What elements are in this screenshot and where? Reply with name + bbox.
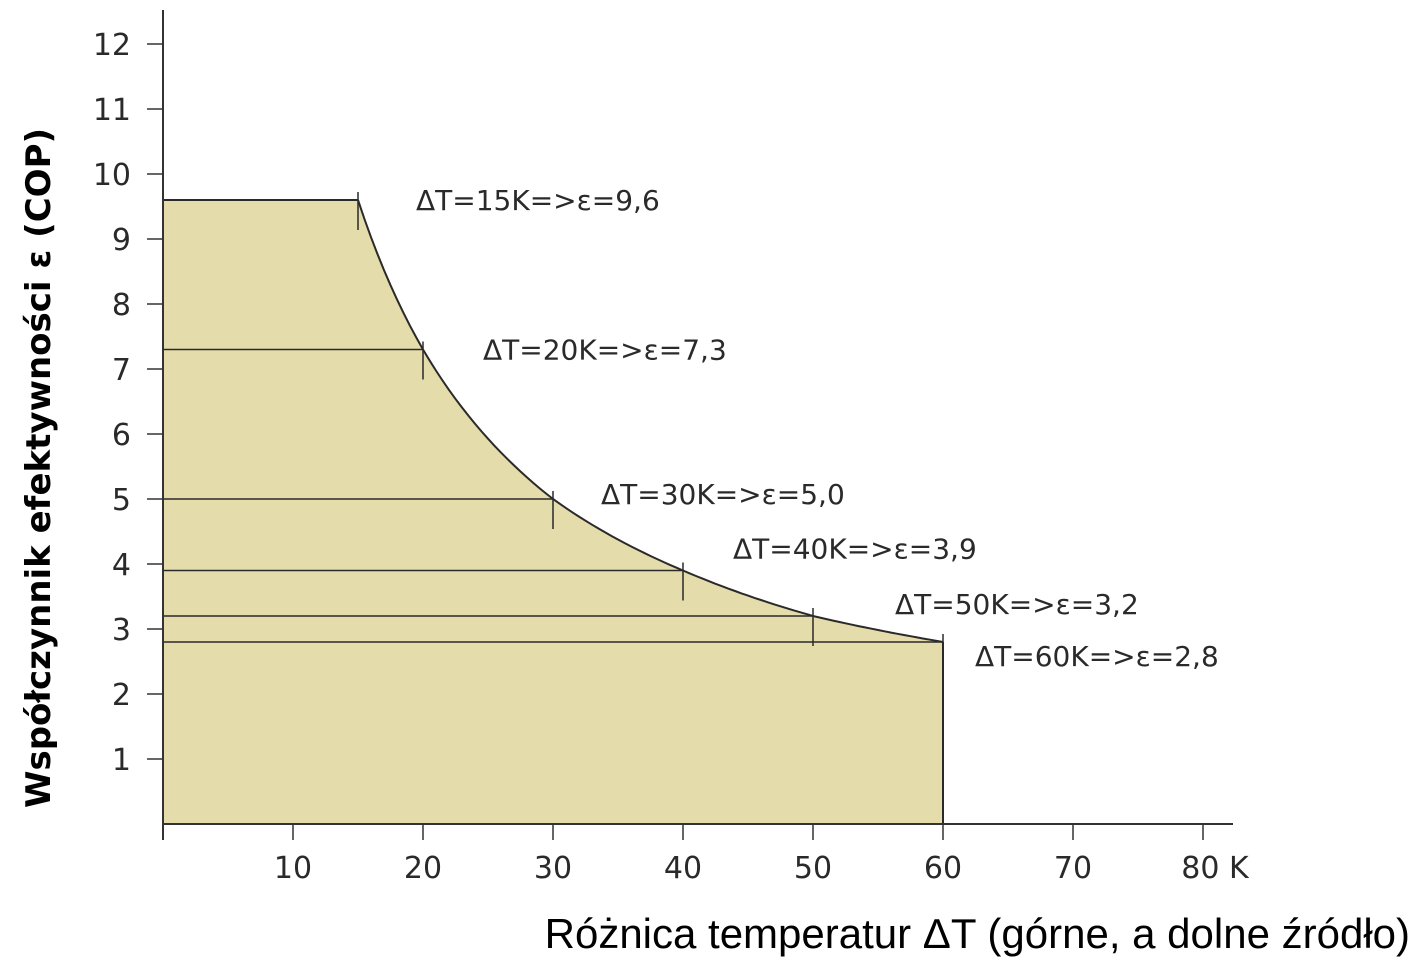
y-tick-label: 7 [112,353,131,388]
x-axis-label: Różnica temperatur ΔT (górne, a dolne źr… [545,910,1410,957]
y-tick-label: 11 [93,93,131,128]
point-annotation: ΔT=20K=>ε=7,3 [483,334,727,367]
y-tick-label: 4 [112,548,131,583]
y-tick-label: 2 [112,678,131,713]
y-tick-label: 12 [93,28,131,63]
axes [162,10,1233,840]
cop-curve [357,199,944,643]
x-tick-label: 80 K [1181,851,1250,886]
annotations: ΔT=15K=>ε=9,6 ΔT=20K=>ε=7,3 ΔT=30K=>ε=5,0 Δ… [416,184,1219,673]
x-tick-label: 40 [664,851,702,886]
point-annotation: ΔT=60K=>ε=2,8 [975,640,1219,673]
y-tick-label: 8 [112,288,131,323]
y-axis-label: Współczynnik efektywności ε (COP) [19,128,59,808]
y-tick-label: 3 [112,613,131,648]
y-tick-label: 6 [112,418,131,453]
y-tick-label: 5 [112,483,131,518]
y-tick-label: 9 [112,223,131,258]
point-annotation: ΔT=30K=>ε=5,0 [601,478,845,511]
y-tick-label: 10 [93,158,131,193]
x-tick-label: 30 [534,851,572,886]
x-tick-label: 60 [924,851,962,886]
x-tick-label: 70 [1054,851,1092,886]
reference-lines [163,192,944,672]
x-tick-label: 20 [404,851,442,886]
y-tick-label: 1 [112,743,131,778]
point-annotation: ΔT=50K=>ε=3,2 [895,588,1139,621]
point-annotation: ΔT=15K=>ε=9,6 [416,184,660,217]
x-tick-label: 50 [794,851,832,886]
x-tick-label: 10 [274,851,312,886]
point-annotation: ΔT=40K=>ε=3,9 [733,533,977,566]
